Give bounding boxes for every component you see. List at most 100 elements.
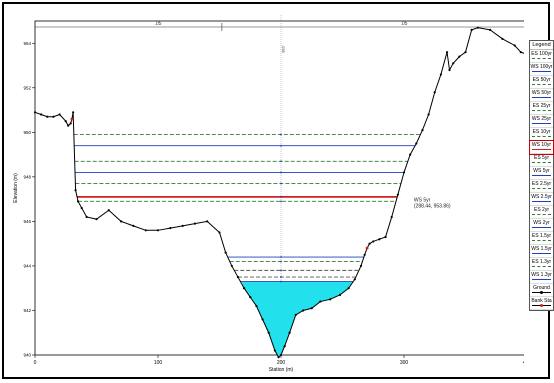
x-axis-label: Station (m) (269, 367, 294, 373)
ground-point (58, 113, 61, 116)
ground-point (243, 287, 246, 290)
ground-point (95, 218, 98, 221)
ground-point (439, 73, 442, 76)
bank-station-marker (70, 117, 74, 121)
ground-point (46, 115, 49, 118)
ground-point (273, 349, 276, 352)
legend-item[interactable]: ES 10yr (530, 128, 553, 141)
legend-item[interactable]: ES 1.3yr (530, 258, 553, 271)
legend-item[interactable]: ES 50yr (530, 76, 553, 89)
ground-point (476, 26, 479, 29)
ground-point (353, 278, 356, 281)
legend-items: ES 100yr WS 100yr ES 50yr WS 50yr ES 25yr WS … (529, 50, 554, 310)
legend-item[interactable]: WS 5yr (530, 167, 553, 180)
y-tick-label: 940 (23, 353, 31, 358)
legend-item[interactable]: ES 100yr (530, 50, 553, 63)
legend-item-label: ES 5yr (533, 155, 549, 161)
x-tick-label: 400 (523, 360, 524, 366)
station-marker (280, 269, 282, 272)
ground-point (294, 313, 297, 317)
legend-item-swatch (532, 83, 551, 86)
ground-point (448, 68, 451, 72)
legend-item-label: WS 50yr (531, 90, 552, 96)
ground-point (329, 298, 332, 301)
ground-point (427, 113, 430, 116)
legend-item[interactable]: ES 2.5yr (530, 180, 553, 193)
legend-item-label: WS 1.5yr (531, 246, 552, 252)
ground-point (519, 51, 522, 54)
ground-point (338, 293, 342, 296)
ground-point (396, 193, 399, 196)
ground-point (224, 251, 227, 254)
y-tick-label: 946 (23, 219, 31, 224)
legend-item-label: ES 2yr (533, 207, 549, 213)
y-tick-label: 942 (23, 308, 31, 313)
legend-item-label: Bank Sta (531, 298, 552, 304)
ground-point (40, 113, 43, 116)
y-tick-label: 948 (23, 174, 31, 179)
legend-item-label: ES 25yr (532, 103, 551, 109)
legend-item[interactable]: ES 1.5yr (530, 232, 553, 245)
legend-item-swatch (532, 96, 551, 99)
legend-item-swatch (532, 226, 551, 229)
legend-item[interactable]: WS 2.5yr (530, 193, 553, 206)
station-marker (280, 256, 282, 258)
legend-item-swatch (532, 200, 551, 203)
legend-item-swatch (532, 148, 551, 151)
station-marker (280, 182, 282, 185)
legend-item-swatch (532, 278, 551, 281)
ground-point (421, 129, 424, 132)
legend-item[interactable]: WS 10yr (529, 140, 554, 155)
annotation-text: WS 5yr (414, 197, 431, 203)
station-marker (280, 200, 282, 203)
ground-point (277, 356, 280, 359)
station-marker (280, 144, 282, 147)
ground-point (249, 296, 252, 299)
ground-point (132, 224, 135, 227)
legend-marker (540, 291, 543, 294)
legend-item[interactable]: WS 1.3yr (530, 271, 553, 284)
legend-item[interactable]: ES 2yr (530, 206, 553, 219)
ground-point (67, 124, 70, 127)
legend-item-swatch (532, 122, 551, 125)
ground-point (218, 231, 221, 234)
ground-point (261, 318, 264, 321)
ground-point (409, 153, 412, 156)
ground-point (319, 300, 322, 303)
legend-item[interactable]: WS 50yr (530, 89, 553, 102)
ground-point (64, 120, 67, 123)
ground-point (368, 242, 371, 245)
station-marker (280, 171, 282, 174)
x-tick-label: 200 (277, 360, 286, 366)
legend-item[interactable]: Bank Sta (530, 297, 553, 310)
legend-item[interactable]: WS 2yr (530, 219, 553, 232)
ground-line (34, 27, 524, 359)
reach-label-center: .035 (281, 45, 286, 54)
water-fill-area (241, 281, 353, 358)
x-tick-label: 300 (400, 360, 409, 366)
legend[interactable]: Legend ES 100yr WS 100yr ES 50yr WS 50yr ES … (529, 40, 554, 311)
ground-point (464, 51, 467, 54)
legend-item-swatch (532, 109, 551, 112)
legend-item-swatch (532, 70, 551, 73)
ground-point (359, 264, 363, 268)
legend-item[interactable]: WS 25yr (530, 115, 553, 128)
legend-item-label: WS 1.3yr (531, 272, 552, 278)
ground-point (181, 224, 184, 227)
ground-point (445, 51, 449, 54)
legend-item[interactable]: WS 100yr (530, 63, 553, 76)
legend-item-label: ES 2.5yr (531, 181, 552, 187)
legend-item-swatch (532, 57, 551, 60)
ground-point (501, 37, 504, 40)
ground-point (347, 287, 350, 290)
legend-item-label: WS 100yr (530, 64, 553, 70)
ground-point (74, 189, 77, 192)
ground-point (193, 222, 196, 225)
legend-item[interactable]: ES 5yr (530, 154, 553, 167)
legend-item[interactable]: Ground (530, 284, 553, 297)
legend-item[interactable]: ES 25yr (530, 102, 553, 115)
y-tick-label: 952 (23, 85, 31, 90)
legend-item-swatch (532, 135, 551, 138)
station-marker (280, 196, 282, 198)
legend-item[interactable]: WS 1.5yr (530, 245, 553, 258)
